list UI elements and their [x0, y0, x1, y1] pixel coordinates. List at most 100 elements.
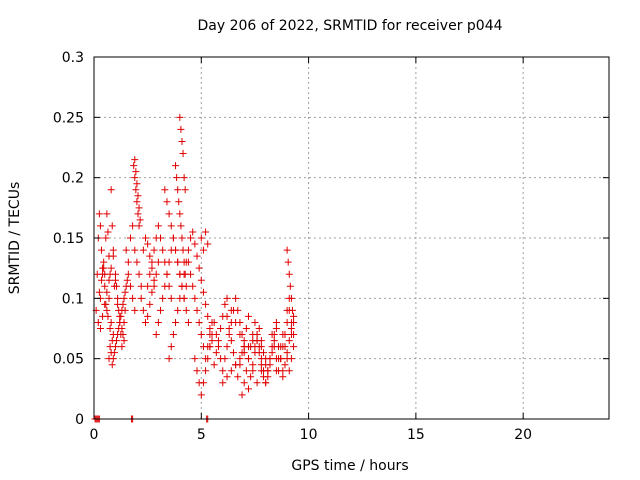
data-point	[221, 300, 229, 308]
data-point	[152, 270, 160, 278]
data-point	[165, 210, 173, 218]
data-point	[197, 391, 205, 399]
data-point	[199, 288, 207, 296]
data-point	[195, 318, 203, 326]
data-point	[144, 312, 152, 320]
data-point	[272, 367, 280, 375]
data-point	[214, 343, 222, 351]
data-point	[172, 162, 180, 170]
data-point	[99, 312, 107, 320]
data-point	[290, 312, 298, 320]
y-tick-label: 0.15	[53, 231, 84, 247]
data-point	[204, 312, 212, 320]
data-point	[146, 300, 154, 308]
data-point	[106, 343, 114, 351]
data-point	[287, 331, 295, 339]
data-point	[202, 367, 210, 375]
data-point	[99, 270, 107, 278]
data-point	[251, 343, 259, 351]
data-point	[286, 282, 294, 290]
data-point	[131, 174, 139, 182]
data-point	[199, 379, 207, 387]
data-point	[182, 306, 190, 314]
data-point	[144, 240, 152, 248]
data-point	[180, 174, 188, 182]
data-point	[174, 258, 182, 266]
data-point	[287, 325, 295, 332]
data-point	[135, 222, 143, 230]
data-point	[204, 355, 212, 363]
data-point	[193, 252, 201, 260]
data-point	[150, 246, 158, 254]
data-point	[121, 288, 129, 296]
data-point	[120, 294, 128, 302]
data-point	[148, 264, 156, 272]
data-point	[113, 337, 121, 345]
data-point	[154, 258, 162, 266]
data-point	[157, 234, 165, 242]
data-point	[150, 276, 158, 284]
data-point	[272, 325, 280, 332]
chart-title: Day 206 of 2022, SRMTID for receiver p04…	[197, 18, 502, 34]
data-point	[136, 216, 144, 224]
data-point	[142, 318, 149, 326]
data-point	[135, 270, 143, 278]
data-point	[236, 331, 244, 339]
data-point	[184, 258, 192, 266]
data-point	[223, 294, 231, 302]
data-point	[102, 234, 110, 242]
data-point	[118, 325, 126, 332]
data-point	[189, 282, 197, 290]
data-point	[132, 168, 140, 176]
data-point	[169, 234, 177, 242]
data-point	[107, 264, 115, 272]
data-point	[189, 228, 197, 236]
data-point	[193, 306, 201, 314]
data-point	[178, 137, 186, 145]
data-point	[206, 343, 214, 351]
data-point	[279, 331, 287, 339]
data-point	[283, 246, 291, 254]
data-point	[193, 367, 201, 375]
y-tick-label: 0	[75, 412, 84, 428]
data-point	[187, 234, 195, 242]
data-point	[285, 337, 293, 345]
data-point	[174, 306, 182, 314]
data-point	[238, 391, 246, 399]
data-point	[135, 204, 143, 212]
data-point	[179, 246, 187, 254]
data-point	[236, 355, 244, 363]
data-point	[255, 325, 263, 332]
data-point	[133, 258, 141, 266]
data-point	[133, 198, 141, 206]
data-point	[105, 276, 113, 284]
x-tick-label: 10	[300, 427, 318, 443]
data-point	[223, 373, 231, 381]
data-point	[108, 222, 116, 230]
data-point	[129, 294, 137, 302]
data-point	[229, 349, 237, 357]
data-point	[227, 337, 235, 345]
data-point	[173, 174, 181, 182]
data-point	[100, 258, 108, 266]
data-point	[167, 343, 175, 351]
data-point	[107, 186, 115, 194]
data-point	[240, 337, 248, 345]
data-point	[134, 210, 142, 218]
data-point	[109, 252, 117, 260]
data-point	[255, 349, 263, 357]
data-point	[225, 325, 233, 332]
data-point	[202, 228, 210, 236]
data-point	[144, 282, 152, 290]
data-point	[114, 294, 122, 302]
data-point	[101, 282, 109, 290]
data-point	[202, 300, 210, 308]
data-point	[262, 379, 270, 387]
data-point	[234, 373, 242, 381]
data-point	[290, 343, 298, 351]
data-point	[266, 355, 274, 363]
data-point	[210, 318, 218, 326]
x-tick-label: 20	[514, 427, 532, 443]
data-point	[126, 282, 134, 290]
data-point	[232, 318, 240, 326]
